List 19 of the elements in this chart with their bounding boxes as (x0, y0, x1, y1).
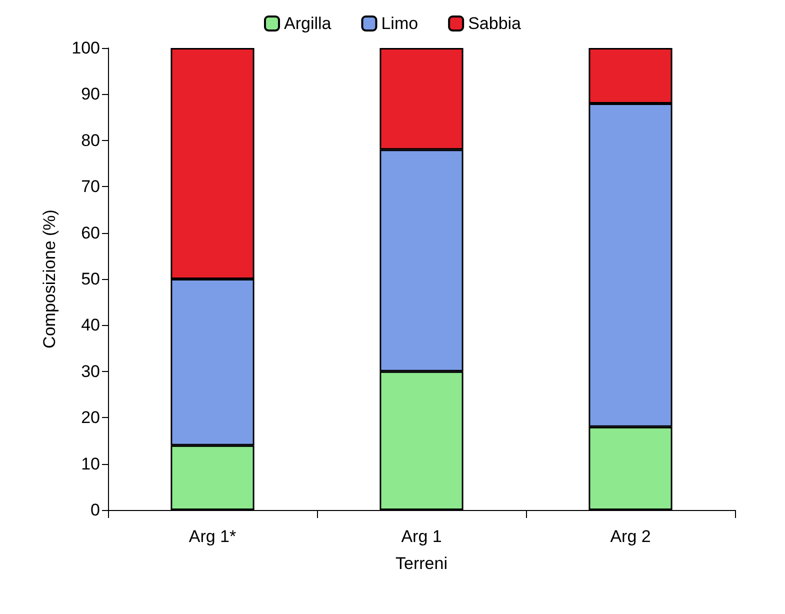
legend-label: Sabbia (468, 14, 522, 33)
y-tick-label: 30 (81, 362, 100, 381)
y-tick-label: 10 (81, 454, 100, 474)
x-axis-title: Terreni (396, 554, 448, 573)
x-tick-label: Arg 1* (188, 527, 237, 546)
y-tick-label: 100 (72, 38, 100, 58)
y-tick-label: 40 (81, 316, 100, 335)
y-axis-title: Composizione (%) (40, 210, 59, 348)
y-tick-label: 0 (90, 500, 100, 520)
y-tick-label: 60 (81, 223, 100, 242)
legend-label: Limo (381, 14, 418, 33)
y-tick-label: 80 (81, 130, 100, 150)
y-tick-label: 20 (81, 408, 100, 428)
y-tick-label: 70 (81, 177, 100, 196)
y-tick-label: 90 (81, 84, 100, 104)
y-tick-label: 50 (81, 270, 100, 288)
legend-label: Argilla (284, 14, 332, 33)
x-tick-label: Arg 1 (401, 527, 442, 546)
x-tick-label: Arg 2 (610, 527, 651, 546)
